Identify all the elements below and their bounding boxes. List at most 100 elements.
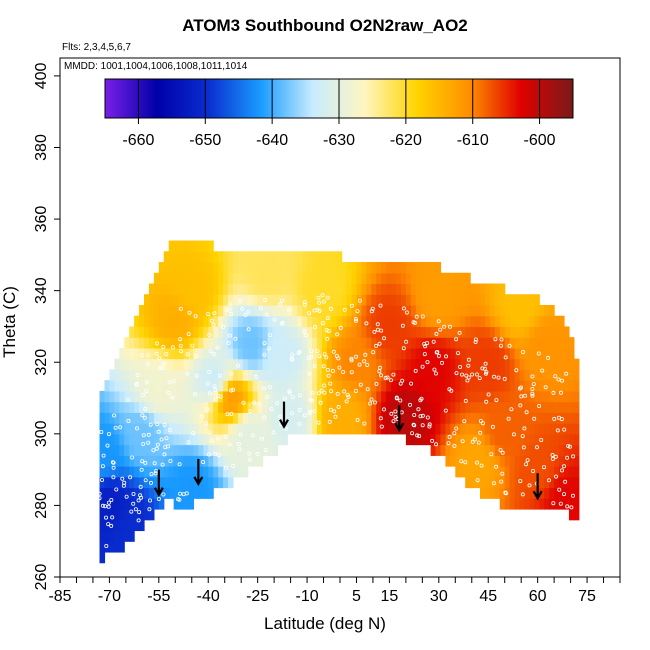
heatmap-cell — [346, 380, 353, 392]
heatmap-cell — [396, 347, 402, 360]
heatmap-cell — [524, 380, 531, 392]
heatmap-cell — [470, 401, 476, 413]
observation-point — [436, 319, 441, 324]
observation-point — [524, 462, 529, 467]
heatmap-cell — [316, 423, 323, 435]
heatmap-cell — [124, 412, 130, 424]
observation-point — [511, 432, 516, 437]
heatmap-cell — [302, 283, 308, 295]
heatmap-cell — [158, 390, 165, 403]
heatmap-cell — [267, 294, 274, 306]
heatmap-cell — [228, 358, 234, 370]
heatmap-cell — [139, 326, 145, 338]
observation-point — [355, 417, 360, 422]
heatmap-cell — [475, 380, 481, 392]
observation-point — [140, 459, 145, 464]
heatmap-cell — [326, 347, 333, 360]
observation-point — [335, 391, 340, 396]
heatmap-cell — [425, 294, 432, 306]
observation-point — [147, 498, 152, 503]
heatmap-cell — [534, 380, 540, 392]
heatmap-cell — [391, 358, 397, 370]
colorbar-tick-label: -640 — [256, 132, 288, 149]
heatmap-cell — [499, 423, 506, 435]
heatmap-cell — [465, 294, 471, 306]
heatmap-cell — [124, 530, 130, 542]
heatmap-cell — [440, 380, 447, 392]
observation-point — [215, 345, 220, 350]
observation-point — [379, 373, 384, 378]
heatmap-cell — [228, 476, 234, 489]
heatmap-cell — [381, 412, 387, 424]
colorbar-tick-label: -630 — [323, 132, 355, 149]
heatmap-cell — [124, 466, 130, 478]
heatmap-cell — [193, 283, 199, 295]
observation-point — [466, 363, 471, 368]
heatmap-cell — [430, 315, 437, 328]
heatmap-cell — [455, 390, 461, 403]
heatmap-cell — [134, 423, 140, 435]
y-tick-label: 320 — [33, 349, 50, 376]
heatmap-cell — [356, 401, 363, 413]
observation-point — [297, 421, 302, 426]
heatmap-cell — [559, 433, 565, 446]
heatmap-cell — [475, 466, 481, 478]
heatmap-cell — [252, 337, 259, 349]
heatmap-cell — [203, 294, 209, 306]
heatmap-cell — [504, 294, 511, 306]
observation-point — [207, 430, 212, 435]
chart-title: ATOM3 Southbound O2N2raw_AO2 — [182, 16, 468, 35]
heatmap-cell — [346, 347, 353, 360]
heatmap-cell — [316, 283, 323, 295]
observation-point — [344, 399, 349, 404]
heatmap-cell — [544, 412, 550, 424]
heatmap-cell — [405, 337, 412, 349]
heatmap-cell — [129, 508, 135, 521]
heatmap-cell — [312, 423, 318, 435]
observation-point — [464, 373, 469, 378]
heatmap-cell — [539, 412, 545, 424]
heatmap-cell — [524, 412, 531, 424]
heatmap-cell — [267, 283, 274, 295]
heatmap-cell — [267, 358, 274, 370]
heatmap-cell — [499, 283, 506, 295]
heatmap-cell — [331, 390, 338, 403]
heatmap-cell — [198, 337, 204, 349]
heatmap-cell — [178, 272, 185, 285]
heatmap-cell — [188, 294, 195, 306]
heatmap-cell — [514, 315, 521, 328]
heatmap-cell — [514, 347, 521, 360]
observation-point — [407, 402, 412, 407]
heatmap-cell — [173, 272, 180, 285]
heatmap-cell — [366, 326, 372, 338]
heatmap-cell — [321, 337, 328, 349]
heatmap-cell — [470, 412, 476, 424]
heatmap-cell — [435, 294, 442, 306]
heatmap-cell — [480, 369, 486, 381]
heatmap-cell — [321, 423, 328, 435]
heatmap-cell — [326, 369, 333, 381]
heatmap-cell — [104, 508, 111, 521]
heatmap-cell — [114, 380, 120, 392]
heatmap-cell — [316, 304, 323, 317]
observation-point — [412, 423, 417, 428]
observation-point — [248, 409, 253, 414]
heatmap-cell — [292, 251, 298, 263]
heatmap-cell — [331, 358, 338, 370]
heatmap-cell — [218, 337, 224, 349]
heatmap-cell — [529, 412, 535, 424]
heatmap-cell — [134, 390, 140, 403]
heatmap-cell — [341, 401, 348, 413]
heatmap-cell — [529, 423, 535, 435]
heatmap-cell — [405, 358, 412, 370]
heatmap-cell — [188, 240, 195, 252]
heatmap-cell — [435, 412, 442, 424]
observation-point — [307, 371, 312, 376]
observation-point — [391, 372, 396, 377]
heatmap-cell — [494, 412, 501, 424]
observation-point — [569, 505, 574, 510]
observation-point — [110, 515, 115, 520]
heatmap-cell — [391, 315, 397, 328]
observation-point — [151, 448, 156, 453]
heatmap-cell — [242, 380, 249, 392]
